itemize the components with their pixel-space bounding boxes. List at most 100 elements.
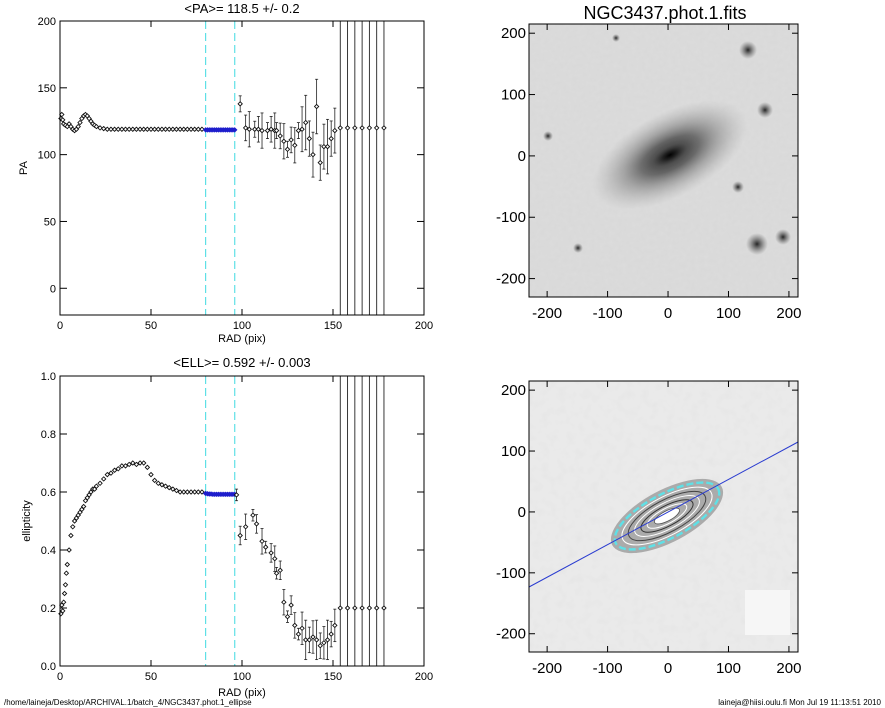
data-point — [262, 544, 269, 550]
data-point — [140, 126, 147, 132]
data-point — [119, 463, 125, 469]
ell-markers — [58, 376, 387, 666]
data-point — [137, 460, 143, 466]
data-point — [317, 159, 323, 166]
data-point — [144, 464, 151, 471]
data-point — [359, 125, 365, 131]
y-tick-label: -200 — [496, 271, 526, 288]
footer-stamp: laineja@hiisi.oulu.fi Mon Jul 19 11:13:5… — [718, 698, 881, 707]
outer-fit-ellipse — [613, 481, 721, 551]
data-point — [119, 126, 125, 132]
data-point — [324, 143, 331, 150]
data-point — [264, 127, 271, 134]
isophote-image-bottom: -200 -100 0 100 200 200 100 0 -100 -200 — [496, 380, 801, 677]
star — [746, 233, 768, 255]
x-tick-label: 200 — [415, 671, 433, 683]
data-point — [188, 126, 194, 132]
data-point — [104, 126, 111, 132]
data-point — [93, 123, 100, 130]
data-point — [140, 460, 147, 466]
x-tick-label: 100 — [716, 305, 741, 322]
image-bottom-ticks: -200 -100 0 100 200 200 100 0 -100 -200 — [496, 381, 801, 677]
data-point — [288, 602, 294, 608]
data-point — [122, 126, 129, 132]
data-point — [108, 470, 114, 476]
data-point — [381, 125, 387, 131]
data-point — [144, 126, 151, 132]
data-point — [259, 127, 265, 134]
data-point — [359, 605, 365, 611]
data-point — [166, 126, 172, 132]
data-point — [60, 599, 67, 605]
data-point — [184, 489, 191, 495]
data-point — [137, 126, 143, 132]
image-top-frame — [528, 23, 799, 298]
data-point — [321, 640, 327, 646]
data-point — [77, 119, 83, 126]
x-tick-label: 100 — [233, 671, 251, 683]
pa-title: <PA>= 118.5 +/- 0.2 — [184, 1, 299, 16]
data-point — [70, 524, 76, 530]
data-point — [80, 503, 87, 510]
ell-ylabel: ellipticity — [21, 500, 33, 542]
data-point — [111, 126, 118, 132]
data-point — [93, 483, 100, 489]
data-point — [344, 125, 351, 131]
data-point — [104, 471, 111, 478]
data-point — [59, 608, 66, 614]
data-point — [188, 489, 194, 495]
data-point — [295, 631, 302, 637]
data-point — [281, 599, 287, 605]
data-point — [64, 561, 71, 568]
data-point — [299, 625, 305, 632]
pa-xlabel: RAD (pix) — [218, 333, 266, 345]
data-point — [284, 613, 291, 620]
data-point — [63, 570, 70, 576]
data-point — [115, 466, 121, 472]
data-point — [302, 119, 309, 126]
galaxy-core — [640, 135, 700, 175]
data-point — [328, 631, 334, 637]
data-point — [199, 489, 205, 495]
y-tick-label: 0.0 — [41, 661, 56, 673]
data-point — [328, 135, 334, 142]
data-point — [162, 126, 169, 132]
data-point — [310, 634, 316, 640]
y-tick-label: 0.8 — [41, 429, 56, 441]
y-tick-label: -200 — [496, 626, 526, 643]
data-point — [250, 512, 256, 518]
data-point — [268, 126, 274, 132]
isophote — [634, 495, 700, 537]
x-tick-label: 100 — [233, 320, 251, 332]
data-point — [68, 532, 74, 539]
data-point — [352, 125, 358, 131]
data-point — [366, 605, 373, 611]
isophote — [646, 503, 688, 529]
data-point — [195, 489, 202, 495]
footer-path: /home/laineja/Desktop/ARCHIVAL.1/batch_4… — [4, 698, 252, 707]
data-point — [253, 521, 260, 527]
pa-markers — [58, 21, 387, 315]
y-tick-label: -100 — [496, 565, 526, 582]
x-tick-label: 200 — [415, 320, 433, 332]
galaxy-image-top: NGC3437.phot.1.fits -200 -100 0 100 200 200 10… — [496, 3, 801, 322]
data-point — [191, 126, 198, 132]
data-point — [133, 126, 140, 132]
data-point — [59, 117, 66, 123]
data-point — [317, 642, 323, 649]
y-tick-label: 0 — [50, 283, 56, 295]
data-point — [177, 489, 183, 495]
x-tick-label: -200 — [532, 305, 562, 322]
data-point — [288, 137, 294, 143]
data-point — [173, 126, 180, 132]
image-title: NGC3437.phot.1.fits — [583, 3, 746, 23]
star — [543, 131, 553, 141]
data-point — [62, 582, 69, 588]
data-point — [313, 103, 320, 110]
data-point — [111, 467, 118, 473]
star — [732, 181, 744, 193]
ell-xlabel: RAD (pix) — [218, 687, 266, 699]
ellipticity-plot: <ELL>= 0.592 +/- 0.003 0 50 100 150 200 0.0 0.… — [21, 355, 433, 699]
y-tick-label: 200 — [38, 16, 56, 28]
